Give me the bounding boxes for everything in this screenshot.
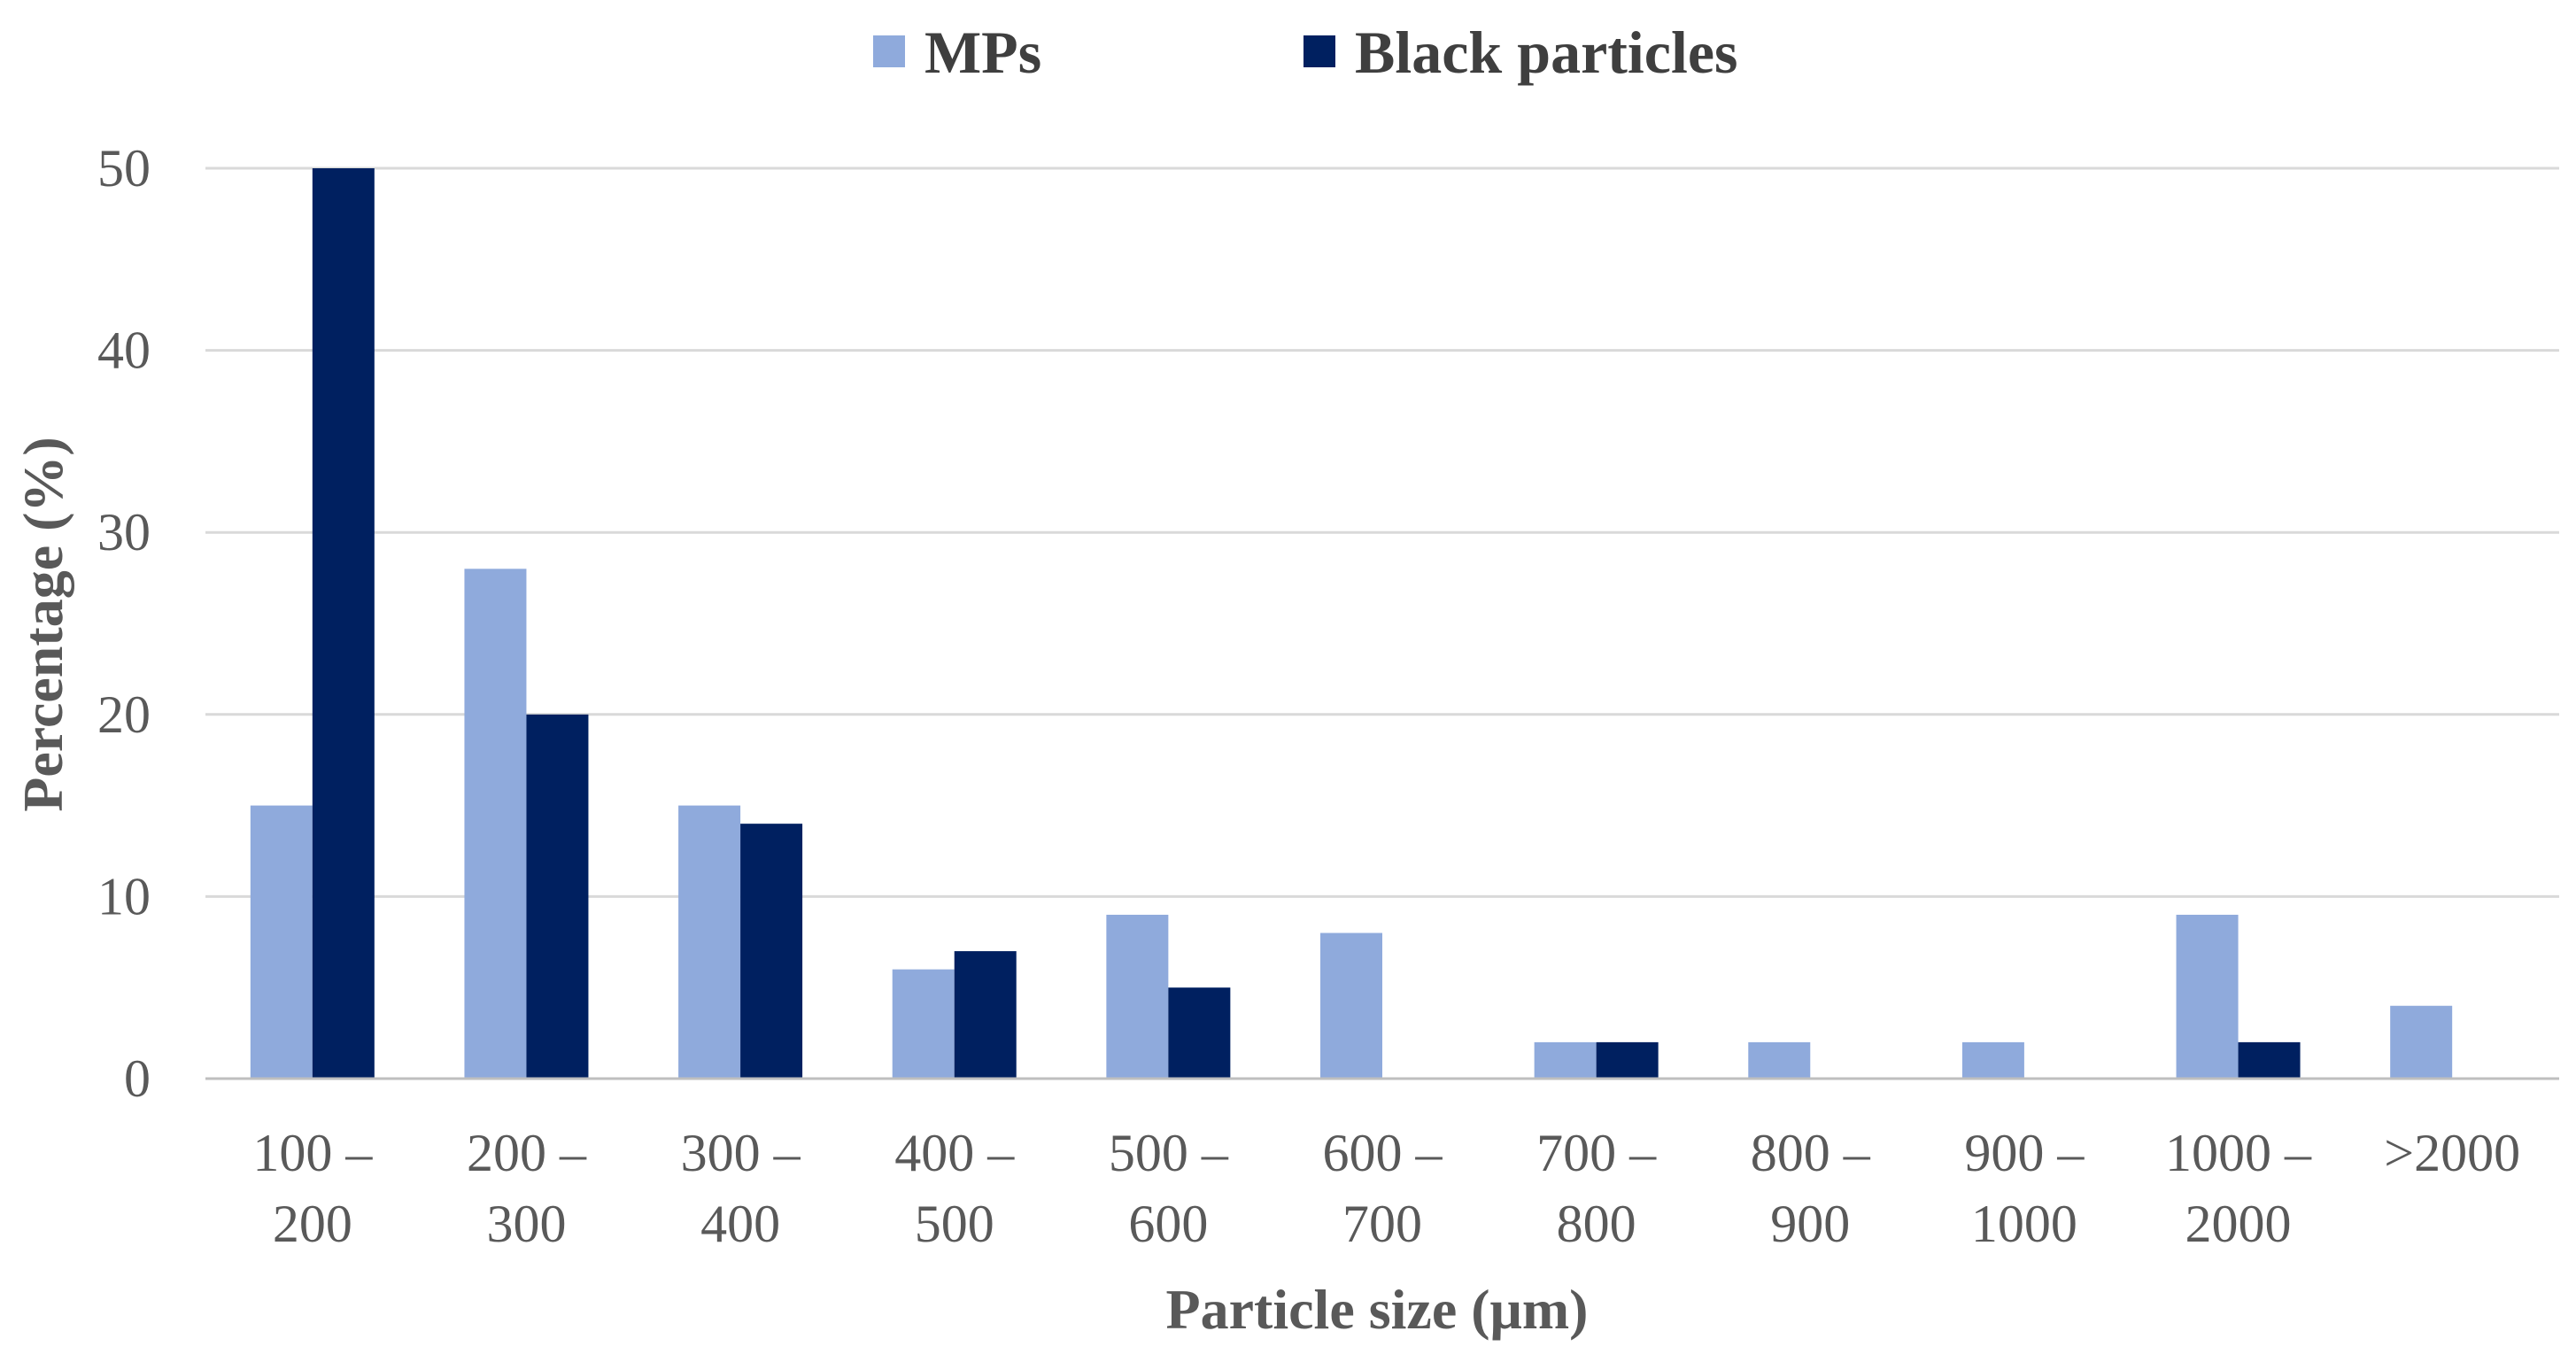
bar-black-particles xyxy=(740,824,803,1079)
y-tick-label: 40 xyxy=(97,321,151,380)
x-tick-label: 400 –500 xyxy=(894,1124,1015,1253)
bar-black-particles xyxy=(1596,1041,1659,1079)
x-tick-label: 800 –900 xyxy=(1751,1124,1871,1253)
bar-mps xyxy=(464,569,527,1079)
y-tick-label: 50 xyxy=(97,139,151,197)
bar-black-particles xyxy=(1168,987,1231,1079)
bars xyxy=(250,168,2453,1079)
x-tick-label: 900 –1000 xyxy=(1964,1124,2085,1253)
bar-mps xyxy=(250,805,313,1079)
legend-label-mps: MPs xyxy=(924,19,1041,86)
x-tick-label: 600 –700 xyxy=(1323,1124,1443,1253)
x-axis-ticks: 100 –200 200 –300 300 –400 400 –500 500 –600… xyxy=(252,1124,2520,1253)
bar-mps xyxy=(2390,1005,2453,1079)
x-axis-title: Particle size (μm) xyxy=(1166,1278,1589,1341)
y-tick-label: 0 xyxy=(124,1049,151,1108)
x-tick-label: 100 –200 xyxy=(252,1124,373,1253)
bar-mps xyxy=(1320,933,1382,1079)
y-tick-label: 20 xyxy=(97,685,151,744)
bar-mps xyxy=(1534,1041,1597,1079)
y-axis-title: Percentage (%) xyxy=(12,437,74,812)
x-tick-label: 1000 –2000 xyxy=(2165,1124,2312,1253)
legend-swatch-black-particles xyxy=(1303,35,1335,67)
legend-label-black-particles: Black particles xyxy=(1355,19,1738,86)
bar-mps xyxy=(892,969,955,1079)
bar-mps xyxy=(678,805,741,1079)
bar-black-particles xyxy=(2238,1041,2301,1079)
x-tick-label: 200 –300 xyxy=(467,1124,587,1253)
y-tick-label: 30 xyxy=(97,503,151,561)
legend-swatch-mps xyxy=(873,35,905,67)
bar-mps xyxy=(2176,914,2239,1079)
legend: MPs Black particles xyxy=(873,19,1738,86)
x-tick-label: 300 –400 xyxy=(681,1124,801,1253)
x-tick-label: 500 –600 xyxy=(1109,1124,1229,1253)
y-axis-ticks: 0 10 20 30 40 50 xyxy=(97,139,151,1108)
bar-mps xyxy=(1748,1041,1811,1079)
x-tick-label: 700 –800 xyxy=(1536,1124,1657,1253)
bar-black-particles xyxy=(312,168,375,1079)
bar-black-particles xyxy=(954,951,1017,1079)
bar-mps xyxy=(1961,1041,2024,1079)
gridlines xyxy=(205,166,2559,898)
x-tick-label: >2000 xyxy=(2384,1124,2520,1182)
y-tick-label: 10 xyxy=(97,867,151,925)
bar-mps xyxy=(1106,914,1169,1079)
bar-black-particles xyxy=(526,714,589,1079)
